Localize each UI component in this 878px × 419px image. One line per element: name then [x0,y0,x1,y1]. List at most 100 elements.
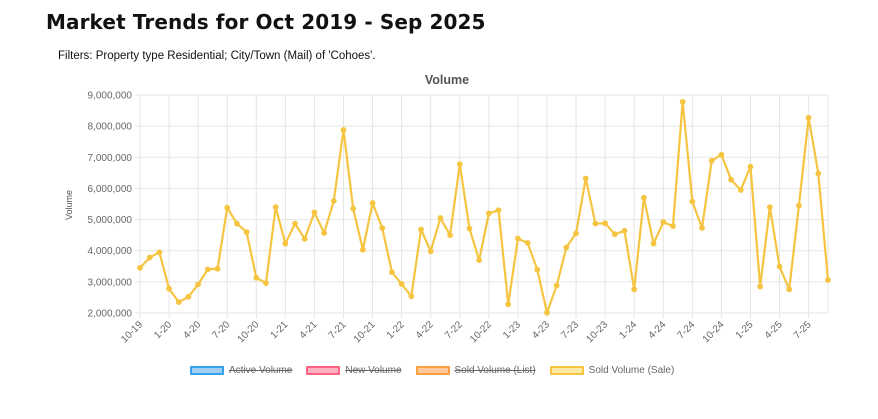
data-point[interactable] [427,248,434,255]
data-point[interactable] [301,235,308,242]
legend-item-new-volume[interactable]: New Volume [306,365,402,376]
data-point[interactable] [796,202,802,209]
x-tick-label: 10-21 [352,319,378,345]
data-point[interactable] [689,198,696,205]
data-point[interactable] [234,220,240,227]
data-point[interactable] [708,157,715,164]
data-point[interactable] [175,299,182,306]
data-point[interactable] [737,187,744,193]
legend-item-sold-volume-sale[interactable]: Sold Volume (Sale) [549,365,675,376]
data-point[interactable] [282,240,289,247]
legend-label-sold-volume-sale: Sold Volume (Sale) [588,365,675,376]
legend-label-sold-volume-list: Sold Volume (List) [454,365,536,376]
x-tick-label: 1-20 [152,319,174,341]
x-tick-label: 7-21 [327,319,349,341]
filters-text: Filters: Property type Residential; City… [58,50,376,62]
data-point[interactable] [156,249,163,256]
data-point[interactable] [485,210,492,217]
data-point[interactable] [573,230,579,237]
x-tick-label: 7-20 [210,319,232,341]
data-point[interactable] [418,226,424,233]
data-point[interactable] [679,98,686,105]
legend-label-active-volume: Active Volume [229,365,293,376]
data-point[interactable] [340,126,347,133]
data-point[interactable] [670,223,676,230]
x-tick-label: 7-24 [676,319,698,341]
x-tick-label: 1-23 [501,319,523,341]
data-point[interactable] [747,163,754,170]
x-tick-label: 4-25 [763,319,785,341]
x-tick-label: 10-19 [119,319,145,345]
data-point[interactable] [311,209,318,216]
data-point[interactable] [699,225,705,231]
data-point[interactable] [544,309,550,316]
data-point[interactable] [263,280,269,287]
y-tick-label: 3,000,000 [88,277,133,288]
data-point[interactable] [379,225,386,231]
data-point[interactable] [611,231,618,238]
data-point[interactable] [350,205,357,212]
data-point[interactable] [408,293,415,300]
data-point[interactable] [631,286,638,293]
data-point[interactable] [640,194,647,201]
data-point[interactable] [515,235,521,242]
data-point[interactable] [224,204,231,211]
data-point[interactable] [825,277,831,283]
legend-swatch-active-volume [190,366,224,375]
data-point[interactable] [195,281,202,288]
data-point[interactable] [137,264,143,271]
data-point[interactable] [815,170,822,177]
data-point[interactable] [330,197,337,204]
data-point[interactable] [718,151,725,158]
x-tick-label: 7-22 [443,319,465,341]
data-point[interactable] [650,240,657,247]
data-point[interactable] [534,266,541,273]
x-tick-label: 1-21 [269,319,291,341]
data-point[interactable] [728,176,734,183]
data-point[interactable] [398,281,405,287]
data-point[interactable] [456,161,463,168]
x-tick-label: 4-21 [298,319,320,341]
data-point[interactable] [321,230,328,236]
legend-item-active-volume[interactable]: Active Volume [190,365,292,376]
data-point[interactable] [292,220,298,227]
data-point[interactable] [786,286,793,293]
data-point[interactable] [146,254,153,261]
data-point[interactable] [166,285,172,292]
data-point[interactable] [253,274,260,281]
x-tick-label: 1-25 [734,319,756,341]
data-point[interactable] [185,293,192,300]
data-point[interactable] [602,220,609,227]
data-point[interactable] [272,204,279,211]
data-point[interactable] [214,265,221,272]
data-point[interactable] [660,219,667,225]
data-point[interactable] [524,240,531,246]
legend-item-sold-volume-list[interactable]: Sold Volume (List) [415,365,536,376]
legend-label-new-volume: New Volume [345,365,402,376]
data-point[interactable] [582,175,589,182]
data-point[interactable] [476,257,483,263]
data-point[interactable] [563,244,570,251]
data-point[interactable] [359,246,366,253]
data-point[interactable] [495,207,502,214]
data-point[interactable] [389,269,395,276]
data-point[interactable] [805,114,812,121]
data-point[interactable] [553,282,560,289]
data-point[interactable] [766,204,773,211]
data-point[interactable] [592,220,599,227]
legend-swatch-sold-volume-list [415,366,450,375]
data-point[interactable] [204,266,211,273]
data-point[interactable] [505,301,512,308]
data-point[interactable] [243,229,250,235]
x-tick-label: 10-22 [468,319,494,345]
data-point[interactable] [757,283,764,290]
x-tick-label: 4-24 [646,319,668,341]
data-point[interactable] [776,263,783,270]
data-point[interactable] [466,225,473,232]
x-tick-label: 10-20 [236,319,262,345]
data-point[interactable] [447,232,453,239]
x-tick-label: 7-25 [792,319,814,341]
data-point[interactable] [621,227,628,234]
data-point[interactable] [369,200,376,206]
data-point[interactable] [437,215,444,221]
